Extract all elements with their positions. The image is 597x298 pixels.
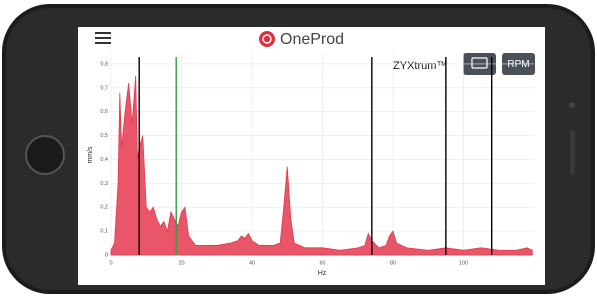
- chart-title: ZYXtrum™: [393, 60, 447, 72]
- camera: [569, 102, 575, 108]
- x-tick-label: 20: [178, 260, 184, 266]
- speaker: [570, 130, 575, 175]
- y-tick-label: 0,2: [100, 205, 108, 211]
- logo-icon: [259, 31, 275, 47]
- home-button[interactable]: [26, 136, 64, 174]
- y-tick-label: 0,8: [100, 61, 108, 67]
- rpm-label: RPM: [507, 59, 529, 70]
- x-tick-label: 80: [390, 260, 396, 266]
- menu-bar: [95, 37, 111, 39]
- menu-bar: [95, 42, 111, 44]
- x-tick-label: 60: [319, 260, 325, 266]
- y-tick-label: 0,7: [100, 85, 108, 91]
- y-tick-label: 0,5: [100, 133, 108, 139]
- menu-bar: [95, 32, 111, 34]
- app-title: OneProd: [280, 31, 344, 48]
- x-tick-label: 100: [459, 260, 468, 266]
- x-tick-label: 0: [109, 260, 112, 266]
- y-tick-label: 0,6: [100, 109, 108, 115]
- x-axis-label: Hz: [318, 270, 327, 277]
- y-tick-label: 0,4: [100, 157, 108, 163]
- x-tick-label: 40: [249, 260, 255, 266]
- phone-screenshot: OneProd ZYXtrum™ RPM mm/s Hz 0 0,1 0,2 0,3 0…: [0, 0, 597, 298]
- y-tick-label: 0,3: [100, 181, 108, 187]
- menu-icon[interactable]: [95, 32, 111, 44]
- y-axis-label: mm/s: [87, 146, 94, 164]
- y-tick-label: 0,1: [100, 229, 108, 235]
- y-tick-label: 0: [105, 252, 108, 258]
